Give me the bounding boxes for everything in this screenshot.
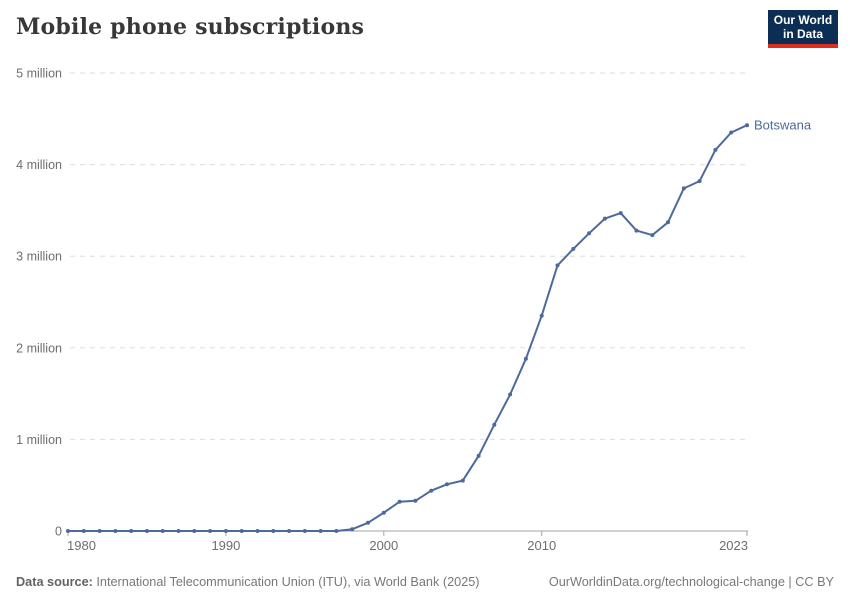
data-point: [129, 529, 134, 533]
data-point: [650, 233, 655, 238]
x-tick-label: 1990: [211, 538, 240, 553]
data-point: [397, 499, 402, 504]
data-point: [445, 482, 449, 487]
data-point: [97, 529, 102, 533]
data-point: [318, 529, 323, 533]
data-point: [81, 529, 86, 533]
page-title: Mobile phone subscriptions: [16, 14, 365, 40]
data-point: [555, 263, 560, 268]
data-point: [381, 510, 386, 515]
data-point: [697, 179, 702, 184]
data-point: [618, 211, 623, 216]
data-point: [476, 453, 481, 458]
data-point: [366, 520, 370, 525]
data-point: [429, 488, 434, 493]
data-point: [145, 529, 149, 533]
data-point: [271, 529, 276, 533]
data-point: [713, 147, 718, 152]
x-tick-label: 2010: [527, 538, 556, 553]
data-point: [255, 529, 260, 533]
x-tick-label: 1980: [67, 538, 96, 553]
data-point: [729, 130, 734, 135]
data-point: [571, 246, 576, 251]
data-point: [492, 422, 497, 427]
owid-url-link[interactable]: OurWorldinData.org/technological-change …: [548, 575, 834, 589]
data-point: [602, 216, 607, 221]
data-point: [192, 529, 197, 533]
owid-logo[interactable]: Our World in Data: [768, 10, 838, 48]
y-tick-label: 4 million: [16, 158, 62, 172]
owid-logo-line2: in Data: [782, 27, 823, 41]
data-point: [223, 529, 228, 533]
y-tick-label: 2 million: [16, 341, 62, 355]
x-tick-label: 2023: [719, 538, 748, 553]
entity-label: Botswana: [754, 118, 812, 133]
data-point: [350, 527, 355, 532]
y-tick-label: 1 million: [16, 433, 62, 447]
y-tick-label: 5 million: [16, 67, 62, 81]
x-tick-label: 2000: [369, 538, 398, 553]
data-point: [287, 529, 292, 533]
data-point: [66, 529, 70, 533]
data-source-label: Data source:: [16, 575, 93, 589]
data-point: [302, 529, 307, 533]
data-point: [334, 529, 339, 533]
data-point: [666, 220, 670, 225]
data-point: [634, 228, 639, 233]
data-point: [208, 529, 213, 533]
data-point: [176, 529, 181, 533]
data-point: [460, 478, 465, 483]
data-point: [539, 313, 544, 318]
data-point: [745, 123, 749, 128]
data-point: [587, 231, 592, 236]
y-tick-label: 3 million: [16, 250, 62, 264]
data-point: [160, 529, 165, 533]
data-point: [508, 392, 513, 397]
data-point: [239, 529, 244, 533]
data-line[interactable]: [67, 124, 748, 532]
data-source-note: Data source: International Telecommunica…: [16, 575, 480, 589]
data-point: [113, 529, 118, 533]
data-point: [681, 186, 686, 191]
data-source-text: International Telecommunication Union (I…: [92, 575, 480, 589]
y-tick-label: 0: [55, 525, 62, 539]
chart-footer: Data source: International Telecommunica…: [16, 575, 834, 589]
data-point: [413, 498, 418, 503]
owid-logo-line1: Our World: [773, 12, 833, 27]
data-point: [523, 356, 528, 361]
